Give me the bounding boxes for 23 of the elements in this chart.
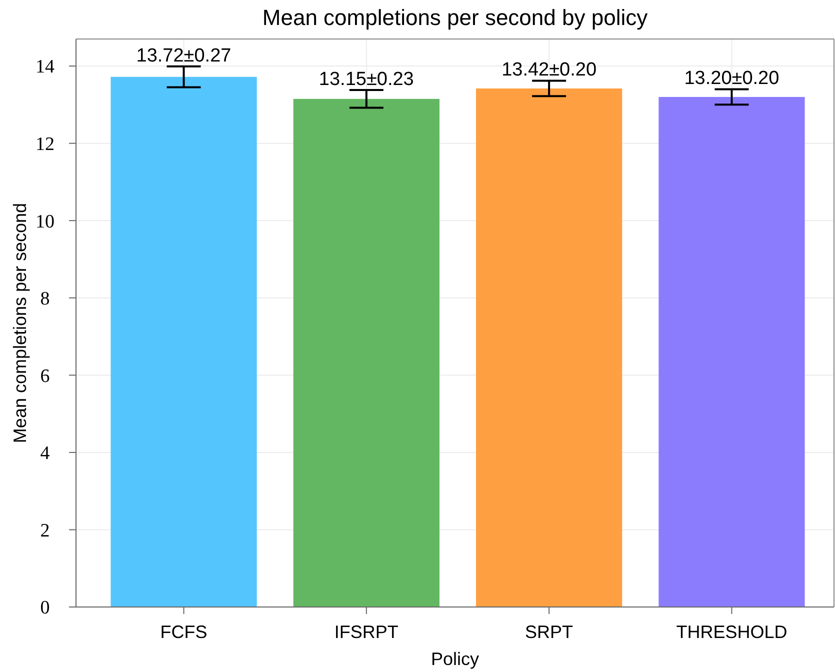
x-axis-title: Policy [430,649,480,669]
y-tick-label: 2 [40,520,50,542]
bar [476,88,622,607]
y-tick-label: 6 [40,366,50,387]
y-tick-label: 10 [36,211,54,232]
x-tick-label: THRESHOLD [676,622,788,642]
x-tick-label: SRPT [525,622,574,642]
x-tick-label: IFSRPT [334,622,398,642]
y-tick-label: 14 [36,56,55,78]
data-label: 13.72±0.27 [136,45,232,66]
chart-title: Mean completions per second by policy [262,5,648,30]
y-axis-title: Mean completions per second [10,202,30,444]
bar [110,76,257,607]
data-label: 13.20±0.20 [684,68,780,90]
y-tick-label: 8 [40,288,50,310]
data-label: 13.15±0.23 [318,69,414,90]
x-tick-label: FCFS [160,622,208,642]
y-tick-label: 12 [36,134,54,155]
bar [658,96,805,607]
y-tick-label: 0 [40,598,50,619]
bar [293,98,440,607]
data-label: 13.42±0.20 [502,60,597,81]
y-tick-label: 4 [40,443,50,464]
